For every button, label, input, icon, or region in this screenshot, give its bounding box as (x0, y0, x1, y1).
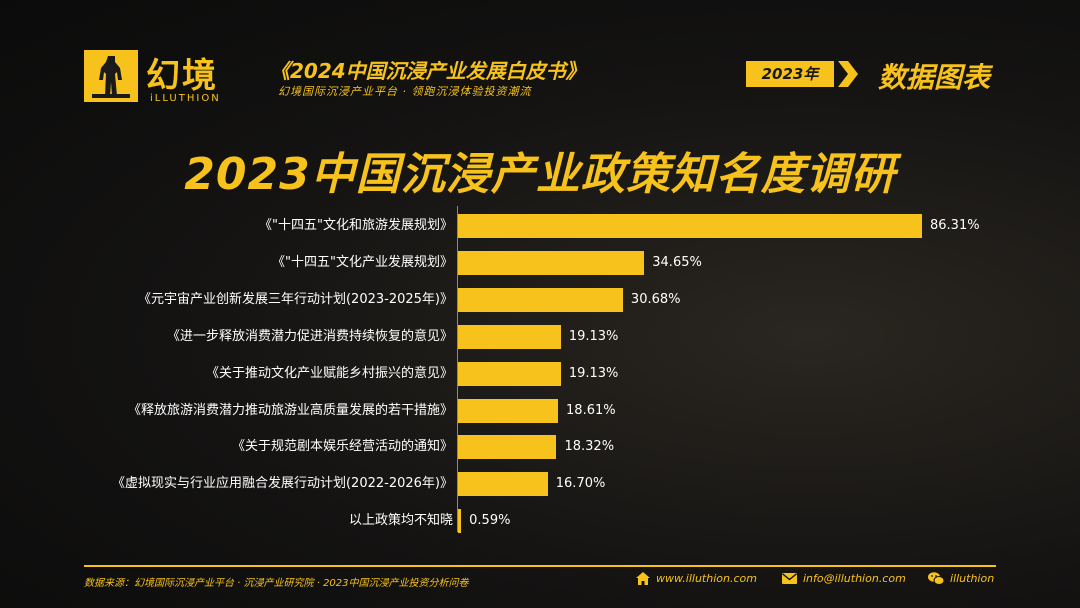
value-label: 18.61% (566, 402, 616, 418)
value-label: 19.13% (568, 365, 619, 381)
bar (458, 398, 559, 423)
category-label: 《元宇宙产业创新发展三年行动计划(2023-2025年)》 (137, 291, 453, 307)
value-label: 86.31% (930, 218, 980, 233)
bar (458, 361, 561, 386)
bar (458, 509, 462, 534)
year-badge: 2023年 (746, 61, 834, 87)
category-label: 《关于推动文化产业赋能乡村振兴的意见》 (205, 365, 453, 381)
mail-icon (782, 573, 797, 584)
bar (458, 214, 922, 238)
category-label: 《关于规范剧本娱乐经营活动的通知》 (231, 439, 453, 455)
wechat-icon (928, 572, 944, 585)
value-label: 34.65% (652, 254, 702, 270)
bar (458, 435, 557, 460)
chart-title: 2023中国沉浸产业政策知名度调研 (184, 149, 896, 200)
value-label: 19.13% (568, 328, 619, 344)
home-icon (636, 572, 650, 585)
website-text: www.illuthion.com (656, 572, 757, 585)
brand-name-cn: 幻境 (146, 56, 218, 96)
footer-divider (84, 565, 996, 567)
section-label: 数据图表 (878, 61, 991, 94)
chevron-right-icon (838, 61, 864, 91)
value-label: 0.59% (469, 513, 511, 529)
footer-wechat[interactable]: illuthion (928, 572, 994, 585)
category-label: 《虚拟现实与行业应用融合发展行动计划(2022-2026年)》 (111, 476, 453, 492)
value-label: 18.32% (564, 439, 615, 455)
value-label: 16.70% (555, 476, 606, 492)
category-label: 《"十四五"文化和旅游发展规划》 (259, 218, 453, 233)
category-label: 以上政策均不知晓 (348, 513, 453, 529)
bar (458, 472, 548, 497)
chart-axis (457, 206, 458, 532)
category-label: 《释放旅游消费潜力推动旅游业高质量发展的若干措施》 (127, 402, 453, 418)
wechat-text: illuthion (950, 572, 995, 585)
bar (458, 287, 623, 312)
email-text: info@illuthion.com (803, 572, 906, 585)
publication-title: 《2024中国沉浸产业发展白皮书》 (270, 59, 586, 83)
brand-name-en: iLLUTHION (150, 93, 221, 104)
footer-website[interactable]: www.illuthion.com (636, 572, 757, 585)
bar (458, 250, 645, 275)
value-label: 30.68% (630, 291, 681, 307)
category-label: 《"十四五"文化产业发展规划》 (272, 254, 453, 270)
category-label: 《进一步释放消费潜力促进消费持续恢复的意见》 (166, 328, 453, 344)
data-source: 数据来源：幻境国际沉浸产业平台 · 沉浸产业研究院 · 2023中国沉浸产业投资… (84, 578, 469, 589)
publication-subtitle: 幻境国际沉浸产业平台 · 领跑沉浸体验投资潮流 (278, 85, 532, 98)
brand-logo-mark (84, 50, 138, 102)
bar (458, 324, 561, 349)
footer-email[interactable]: info@illuthion.com (782, 572, 906, 585)
